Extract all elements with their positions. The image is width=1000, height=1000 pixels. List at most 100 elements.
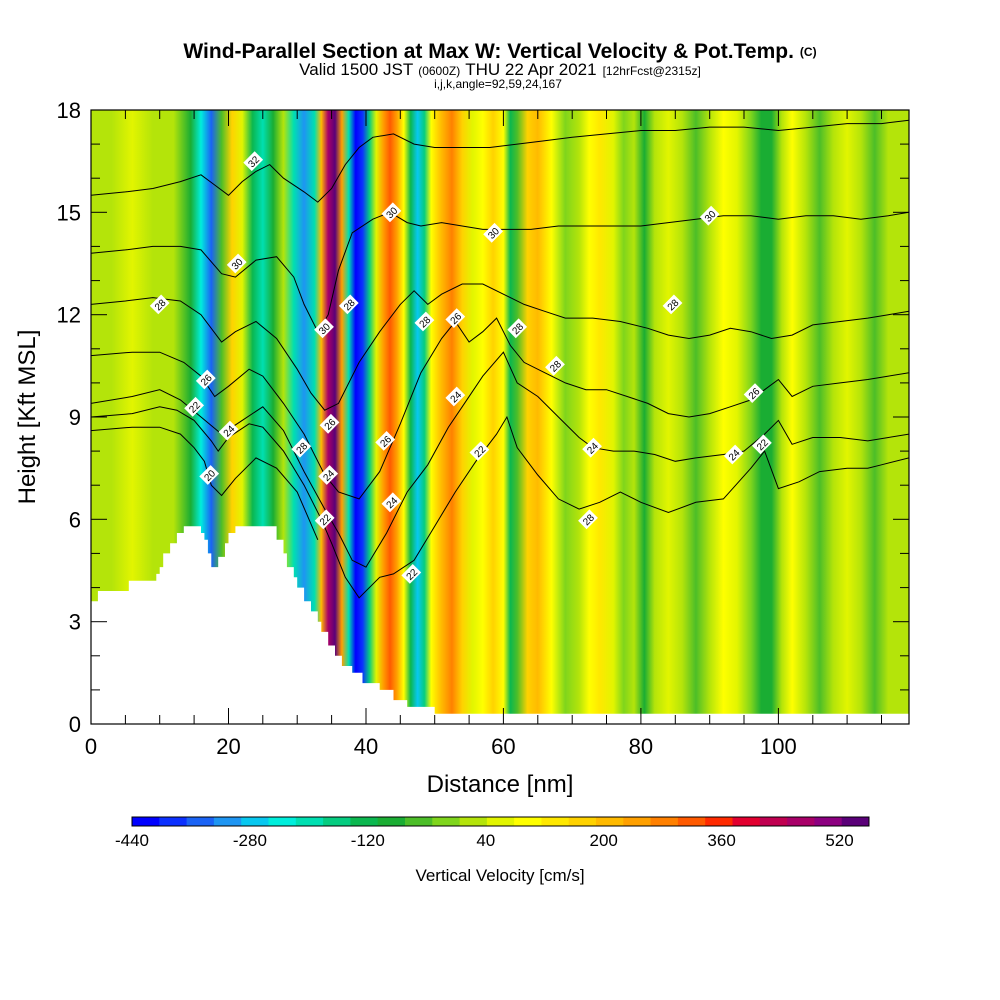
colorbar-cell xyxy=(568,817,597,826)
colorbar-cell xyxy=(268,817,297,826)
colorbar-frame xyxy=(131,816,870,827)
y-tick-label: 12 xyxy=(57,303,81,328)
contour-label-bg xyxy=(226,253,247,274)
colorbar-cell xyxy=(677,817,706,826)
colorbar-cell xyxy=(295,817,324,826)
colorbar-cell xyxy=(759,817,788,826)
y-tick-label: 3 xyxy=(69,610,81,635)
contour-label-bg xyxy=(338,294,359,315)
colorbar-cell xyxy=(787,817,815,826)
colorbar-tick-label: 40 xyxy=(476,831,495,850)
x-tick-label: 40 xyxy=(354,734,378,759)
contour-label-bg xyxy=(314,509,335,530)
section-indices: i,j,k,angle=92,59,24,167 xyxy=(434,77,562,91)
contour-label-bg xyxy=(149,294,170,315)
colorbar-cell xyxy=(732,817,761,826)
contour-label-bg xyxy=(319,413,340,434)
colorbar-cell xyxy=(486,817,515,826)
colorbar-tick-label: -280 xyxy=(233,831,267,850)
contour-label-bg xyxy=(662,294,683,315)
contour-label-bg xyxy=(414,311,435,332)
contour-label-bg xyxy=(578,509,598,530)
contour-label-bg xyxy=(545,355,565,376)
colorbar: -440 -280 -120 40 200 360 520 xyxy=(115,816,870,850)
valid-time: Valid 1500 JST xyxy=(299,60,413,79)
colorbar-cell xyxy=(459,817,488,826)
contour-label-bg xyxy=(723,444,744,465)
colorbar-tick-label: -440 xyxy=(115,831,149,850)
contour-label-bg xyxy=(243,151,264,172)
contour-label-bg xyxy=(752,434,772,455)
theta-contour-30 xyxy=(91,211,909,333)
colorbar-cell xyxy=(241,817,269,826)
contour-label-bg xyxy=(375,431,396,451)
theta-contour-26 xyxy=(91,317,909,500)
axis-ticks: 0 20 40 60 80 100 0 3 6 9 12 15 18 xyxy=(57,98,909,759)
contour-label-bg xyxy=(699,205,720,226)
forecast-info: [12hrFcst@2315z] xyxy=(603,64,701,78)
theta-contour-20 xyxy=(91,426,319,540)
theta-contour-24 xyxy=(91,351,909,568)
colorbar-cell xyxy=(814,817,843,826)
colorbar-cell xyxy=(405,817,433,826)
contour-label-bg xyxy=(199,465,220,485)
contour-label-bg xyxy=(507,318,528,339)
y-tick-label: 9 xyxy=(69,405,81,430)
x-tick-label: 0 xyxy=(85,734,97,759)
x-tick-label: 60 xyxy=(491,734,515,759)
y-axis-label: Height [Kft MSL] xyxy=(14,330,41,505)
colorbar-cell xyxy=(541,817,570,826)
title-mark: (C) xyxy=(800,45,817,59)
colorbar-cell xyxy=(432,817,460,826)
y-tick-label: 15 xyxy=(57,200,81,225)
colorbar-label: Vertical Velocity [cm/s] xyxy=(415,866,584,885)
colorbar-cell xyxy=(623,817,651,826)
colorbar-cell xyxy=(350,817,379,826)
colorbar-cell xyxy=(132,817,160,826)
contour-label-bg xyxy=(195,369,216,390)
colorbar-tick-label: 360 xyxy=(707,831,735,850)
contour-label-bg xyxy=(381,202,402,223)
colorbar-cell xyxy=(323,817,351,826)
x-tick-label: 80 xyxy=(629,734,653,759)
colorbar-cell xyxy=(650,817,679,826)
contour-label-bg xyxy=(445,386,466,407)
valid-date: THU 22 Apr 2021 xyxy=(465,60,596,79)
theta-contours xyxy=(91,119,909,599)
chart-title: Wind-Parallel Section at Max W: Vertical… xyxy=(183,40,816,63)
colorbar-cell xyxy=(705,817,733,826)
terrain-mask xyxy=(91,526,909,724)
theta-contour-28 xyxy=(91,283,909,411)
colorbar-cell xyxy=(159,817,187,826)
contour-label-bg xyxy=(184,396,204,417)
colorbar-cell xyxy=(213,817,242,826)
contour-label-bg xyxy=(743,383,764,403)
colorbar-cell xyxy=(841,817,870,826)
contour-label-bg xyxy=(469,441,490,461)
contour-label-bg xyxy=(483,222,503,243)
contour-label-bg xyxy=(314,318,334,339)
y-tick-label: 0 xyxy=(69,712,81,737)
contour-label-bg xyxy=(318,465,339,485)
contour-label-bg xyxy=(401,564,422,584)
contour-label-bg xyxy=(381,492,402,513)
y-tick-label: 18 xyxy=(57,98,81,123)
y-tick-label: 6 xyxy=(69,507,81,532)
colorbar-tick-label: -120 xyxy=(351,831,385,850)
colorbar-cell xyxy=(596,817,624,826)
x-tick-label: 20 xyxy=(216,734,240,759)
x-axis-label: Distance [nm] xyxy=(427,771,574,798)
colorbar-cell xyxy=(514,817,542,826)
x-tick-label: 100 xyxy=(760,734,797,759)
contour-label-bg xyxy=(582,437,602,458)
contour-label-bg xyxy=(445,308,466,328)
colorbar-tick-label: 520 xyxy=(825,831,853,850)
title-main: Wind-Parallel Section at Max W: Vertical… xyxy=(183,40,794,63)
valid-utc: (0600Z) xyxy=(418,64,460,78)
colorbar-cell xyxy=(377,817,406,826)
colorbar-cell xyxy=(186,817,215,826)
theta-contour-32 xyxy=(91,119,909,203)
colorbar-tick-label: 200 xyxy=(590,831,618,850)
